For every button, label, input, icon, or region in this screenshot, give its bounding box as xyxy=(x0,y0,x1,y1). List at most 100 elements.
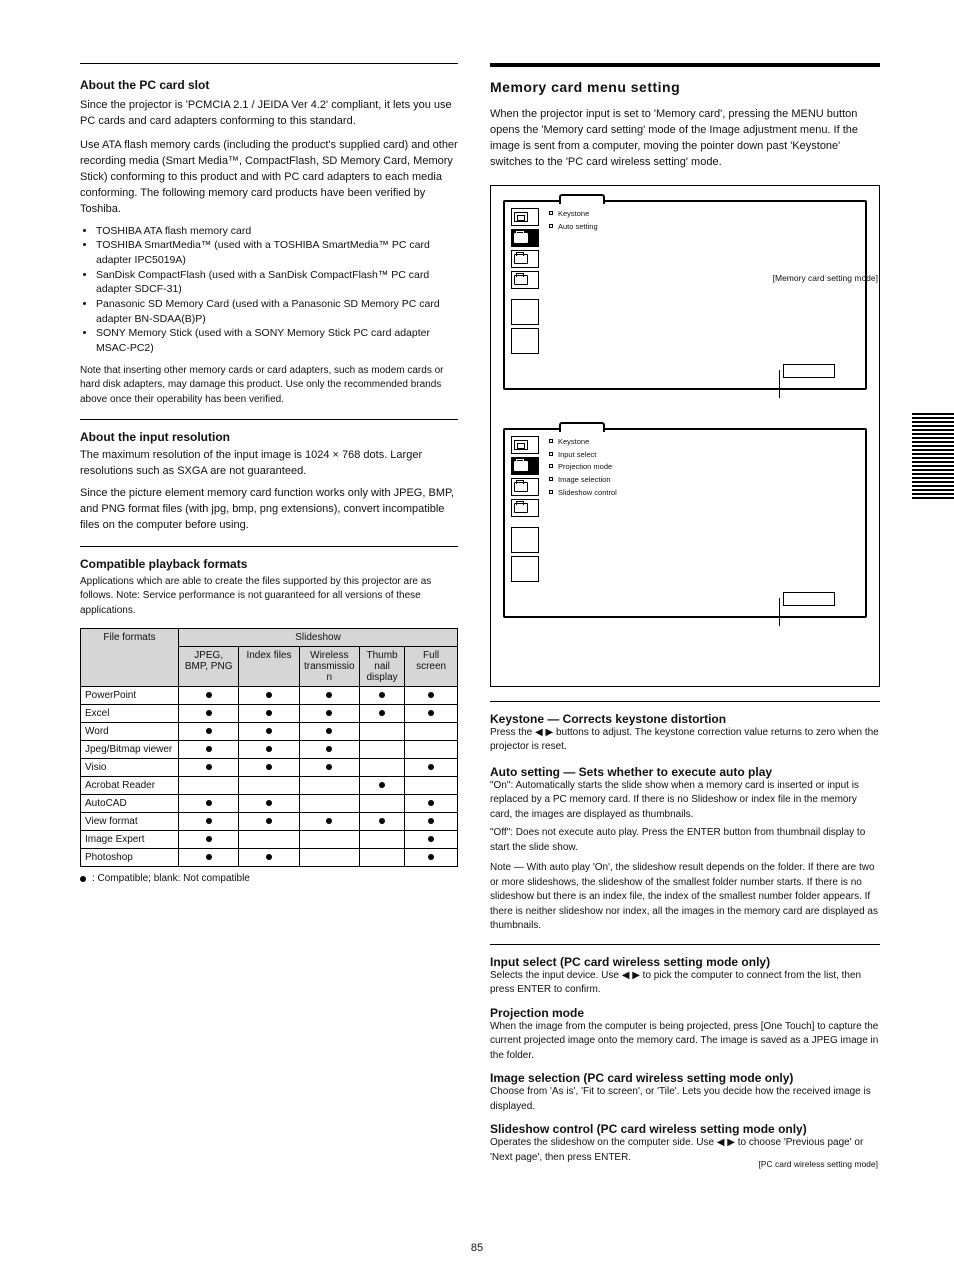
table-row: PowerPoint xyxy=(81,687,458,705)
card-list-item: SONY Memory Stick (used with a SONY Memo… xyxy=(96,326,458,355)
dot-cell xyxy=(359,849,404,867)
dot-icon xyxy=(428,818,434,824)
dot-cell xyxy=(299,687,359,705)
menu-item-label: Auto setting xyxy=(558,221,859,234)
dot-cell xyxy=(405,849,458,867)
compat-table: File formats Slideshow JPEG, BMP, PNGInd… xyxy=(80,628,458,867)
dot-cell xyxy=(179,813,239,831)
dot-icon xyxy=(266,728,272,734)
dot-icon xyxy=(206,836,212,842)
dot-cell xyxy=(179,687,239,705)
dot-cell xyxy=(179,759,239,777)
page: { "page_number": "85", "left": { "headin… xyxy=(0,0,954,1274)
dot-icon xyxy=(266,818,272,824)
menu-item: Keystone xyxy=(549,208,859,221)
dot-cell xyxy=(299,849,359,867)
dot-cell xyxy=(299,705,359,723)
card-list-item: SanDisk CompactFlash (used with a SanDis… xyxy=(96,268,458,297)
legend-text: : Compatible; blank: Not compatible xyxy=(92,873,250,884)
dot-icon xyxy=(326,728,332,734)
strip-icon xyxy=(511,478,539,496)
menu-item-label: Slideshow control xyxy=(558,487,859,500)
dot-cell xyxy=(179,705,239,723)
menu-item-label: Image selection xyxy=(558,474,859,487)
right-title: Memory card menu setting xyxy=(490,79,880,95)
th-fileformats: File formats xyxy=(81,629,179,687)
row-label: AutoCAD xyxy=(81,795,179,813)
dot-icon xyxy=(428,710,434,716)
row-label: Visio xyxy=(81,759,179,777)
screen1-tab xyxy=(559,194,605,204)
strip-icon-selected xyxy=(511,229,539,247)
row-label: PowerPoint xyxy=(81,687,179,705)
dot-cell xyxy=(179,849,239,867)
dot-cell xyxy=(405,723,458,741)
dot-icon xyxy=(266,854,272,860)
th-sub: Wireless transmission xyxy=(299,647,359,687)
row-label: Photoshop xyxy=(81,849,179,867)
strip-icon-large xyxy=(511,556,539,582)
dot-icon xyxy=(379,710,385,716)
menu-item: Auto setting xyxy=(549,221,859,234)
strip-icon xyxy=(511,250,539,268)
th-sub: JPEG, BMP, PNG xyxy=(179,647,239,687)
dot-cell xyxy=(239,777,299,795)
strip-icon xyxy=(511,436,539,454)
table-body: PowerPointExcelWordJpeg/Bitmap viewerVis… xyxy=(81,687,458,867)
strip-icon-large xyxy=(511,328,539,354)
dot-icon xyxy=(326,710,332,716)
dot-cell xyxy=(179,741,239,759)
dot-icon xyxy=(266,746,272,752)
side-tab-index xyxy=(912,413,954,499)
page-number: 85 xyxy=(0,1242,954,1254)
table-row: Excel xyxy=(81,705,458,723)
screen-2: KeystoneInput selectProjection modeImage… xyxy=(503,428,867,618)
table-row: Word xyxy=(81,723,458,741)
dot-cell xyxy=(405,759,458,777)
dot-cell xyxy=(239,705,299,723)
bullet-icon xyxy=(549,452,553,456)
dot-cell xyxy=(239,831,299,849)
row-label: Acrobat Reader xyxy=(81,777,179,795)
right-column: Memory card menu setting When the projec… xyxy=(490,63,880,1165)
dot-cell xyxy=(239,849,299,867)
dot-cell xyxy=(405,813,458,831)
menu-item-label: Keystone xyxy=(558,208,859,221)
bullet-icon xyxy=(549,211,553,215)
table-row: Image Expert xyxy=(81,831,458,849)
dot-cell xyxy=(239,795,299,813)
dot-cell xyxy=(239,687,299,705)
strip-icon xyxy=(511,499,539,517)
dot-cell xyxy=(359,741,404,759)
dot-cell xyxy=(359,723,404,741)
dot-icon xyxy=(379,818,385,824)
input-body: Selects the input device. Use ◀ ▶ to pic… xyxy=(490,969,880,998)
menu-item: Projection mode xyxy=(549,461,859,474)
card-list-item: Panasonic SD Memory Card (used with a Pa… xyxy=(96,297,458,326)
dot-icon xyxy=(428,854,434,860)
dot-icon xyxy=(80,876,86,882)
table-row: AutoCAD xyxy=(81,795,458,813)
dot-icon xyxy=(379,782,385,788)
s2-remain-box xyxy=(783,592,835,606)
menu-item: Slideshow control xyxy=(549,487,859,500)
s1-remain-box xyxy=(783,364,835,378)
footnote-1: Note that inserting other memory cards o… xyxy=(80,364,458,408)
dot-cell xyxy=(359,705,404,723)
para-2: Use ATA flash memory cards (including th… xyxy=(80,138,458,218)
dot-icon xyxy=(326,746,332,752)
dot-cell xyxy=(405,777,458,795)
s1-icon-strip xyxy=(511,208,541,354)
dot-cell xyxy=(179,723,239,741)
section2-para2: Since the picture element memory card fu… xyxy=(80,486,458,534)
keystone-title: Keystone — Corrects keystone distortion xyxy=(490,712,880,726)
dot-icon xyxy=(326,764,332,770)
bullet-icon xyxy=(549,224,553,228)
dot-cell xyxy=(299,759,359,777)
dot-icon xyxy=(206,728,212,734)
bullet-icon xyxy=(549,439,553,443)
dot-cell xyxy=(359,831,404,849)
dot-cell xyxy=(405,687,458,705)
proj-body: When the image from the computer is bein… xyxy=(490,1020,880,1064)
dot-cell xyxy=(359,813,404,831)
